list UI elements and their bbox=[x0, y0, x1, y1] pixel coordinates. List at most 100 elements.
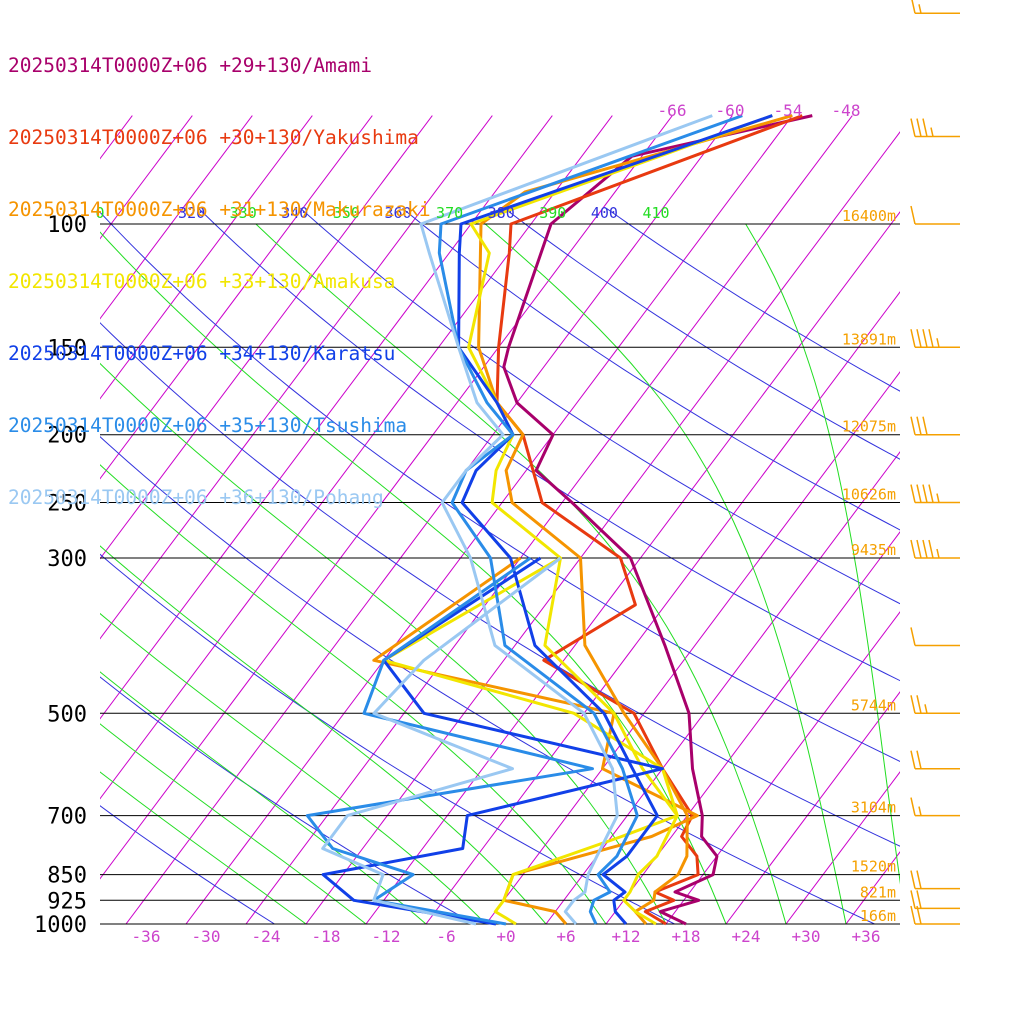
wind-barb-flag bbox=[916, 890, 922, 909]
series-4-dewpoint-line bbox=[321, 556, 664, 926]
temperature-tick-label: +18 bbox=[672, 927, 701, 946]
height-label: 13891m bbox=[842, 330, 896, 348]
pressure-tick-label: 850 bbox=[47, 864, 87, 889]
isotherm-line bbox=[725, 691, 900, 924]
moist-adiabat-line bbox=[100, 771, 307, 924]
pressure-tick-label: 200 bbox=[47, 424, 87, 449]
dry-adiabat-line bbox=[606, 207, 900, 392]
wind-barb-flag bbox=[910, 797, 916, 816]
isotherm-line bbox=[485, 371, 900, 924]
isotherm-line bbox=[185, 115, 793, 924]
theta-label: 320 bbox=[178, 204, 205, 222]
wind-barb-flag bbox=[928, 539, 934, 559]
wind-barb-flag bbox=[922, 539, 928, 559]
isotherm-line bbox=[425, 291, 900, 924]
isotherm-line bbox=[100, 115, 553, 720]
pressure-tick-label: 500 bbox=[47, 702, 87, 727]
moist-adiabat-line bbox=[484, 223, 847, 924]
series-2-temperature-line bbox=[477, 114, 793, 925]
series-0-temperature-line bbox=[502, 114, 813, 926]
theta-label: 410 bbox=[642, 204, 669, 222]
legend-entry-amami: 20250314T0000Z+06 +29+130/Amami bbox=[8, 54, 372, 77]
temperature-tick-label: +0 bbox=[496, 927, 515, 946]
moist-adiabat-line bbox=[100, 723, 367, 924]
dry-adiabat-line bbox=[402, 208, 900, 531]
legend-entry-yakushima: 20250314T0000Z+06 +30+130/Yakushima bbox=[8, 126, 419, 149]
moist-adiabat-line bbox=[255, 223, 787, 924]
sounding-series bbox=[305, 114, 813, 926]
theta-label: 340 bbox=[281, 204, 308, 222]
moist-adiabat-line bbox=[745, 223, 900, 885]
wind-barb-flag bbox=[916, 750, 922, 769]
dry-adiabat-line bbox=[300, 208, 900, 605]
isotherm-line bbox=[100, 115, 613, 800]
isotherm-line bbox=[100, 115, 253, 320]
wind-barb-flag bbox=[916, 416, 922, 435]
height-label: 3104m bbox=[851, 799, 896, 817]
isotherm-line bbox=[665, 611, 900, 924]
wind-barb-flag bbox=[910, 750, 916, 769]
temperature-tick-label: +6 bbox=[556, 927, 575, 946]
pressure-lines bbox=[100, 223, 900, 925]
height-label: 1520m bbox=[851, 858, 896, 876]
wind-barb-flag bbox=[916, 118, 922, 137]
wind-barb-flag bbox=[922, 484, 928, 503]
wind-barbs bbox=[910, 0, 960, 925]
wind-barb-half bbox=[918, 806, 922, 816]
legend-entry-tsushima: 20250314T0000Z+06 +35+130/Tsushima bbox=[8, 414, 408, 437]
wind-barb-half bbox=[930, 127, 934, 137]
isotherm-line bbox=[906, 116, 1024, 924]
wind-barb-flag bbox=[922, 118, 928, 137]
series-3-temperature-line bbox=[467, 114, 773, 926]
wind-barb-flag bbox=[910, 329, 916, 348]
isotherm-label: -48 bbox=[832, 101, 861, 120]
pressure-tick-label: 300 bbox=[47, 547, 87, 572]
wind-barb-flag bbox=[910, 695, 916, 714]
series-3-dewpoint-line bbox=[382, 556, 679, 926]
isotherm-label: -66 bbox=[658, 101, 687, 120]
wind-barb-flag bbox=[916, 695, 922, 714]
moist-adiabat-line bbox=[100, 671, 427, 924]
legend-entry-pohang: 20250314T0000Z+06 +36+130/Pohang bbox=[8, 486, 384, 509]
dry-adiabat-line bbox=[100, 676, 475, 924]
isotherm-line bbox=[125, 115, 733, 924]
pressure-tick-label: 100 bbox=[47, 213, 87, 238]
theta-label: 370 bbox=[436, 204, 463, 222]
temperature-tick-label: -24 bbox=[252, 927, 281, 946]
height-label: 5744m bbox=[851, 696, 896, 714]
height-label: 166m bbox=[860, 907, 896, 925]
temperature-tick-label: +24 bbox=[732, 927, 761, 946]
wind-barb-flag bbox=[928, 484, 934, 503]
isotherm-line bbox=[100, 115, 673, 880]
dry-adiabat-line bbox=[100, 322, 900, 847]
wind-barb-flag bbox=[910, 890, 916, 909]
theta-label: 0 bbox=[95, 204, 104, 222]
wind-barb-half bbox=[936, 493, 940, 503]
pressure-tick-label: 150 bbox=[47, 336, 87, 361]
dry-adiabat-line bbox=[198, 208, 900, 682]
wind-barb-flag bbox=[928, 329, 934, 348]
isotherm-label: -54 bbox=[774, 101, 803, 120]
isotherm-line bbox=[100, 115, 313, 400]
wind-barb-flag bbox=[910, 484, 916, 503]
isotherm-lines bbox=[100, 115, 1024, 924]
temperature-tick-label: -36 bbox=[132, 927, 161, 946]
wind-barb-flag bbox=[910, 118, 916, 137]
series-5-dewpoint-line bbox=[305, 556, 594, 926]
theta-label: 350 bbox=[333, 204, 360, 222]
wind-barb-half bbox=[924, 704, 928, 714]
wind-barb-flag bbox=[922, 416, 928, 435]
wind-barb-half bbox=[936, 338, 940, 348]
isotherm-line bbox=[100, 115, 493, 640]
dry-adiabat-line bbox=[100, 553, 675, 924]
temperature-tick-label: +12 bbox=[612, 927, 641, 946]
height-label: 10626m bbox=[842, 486, 896, 504]
isotherm-line bbox=[100, 115, 433, 560]
legend-entry-amakusa: 20250314T0000Z+06 +33+130/Amakusa bbox=[8, 270, 396, 293]
isotherm-line bbox=[100, 115, 373, 480]
wind-barb-flag bbox=[910, 627, 916, 646]
isotherm-line bbox=[605, 531, 900, 924]
legend: 20250314T0000Z+06 +29+130/Amami 20250314… bbox=[8, 6, 431, 534]
wind-barb-flag bbox=[922, 329, 928, 348]
wind-barb-flag bbox=[910, 416, 916, 435]
